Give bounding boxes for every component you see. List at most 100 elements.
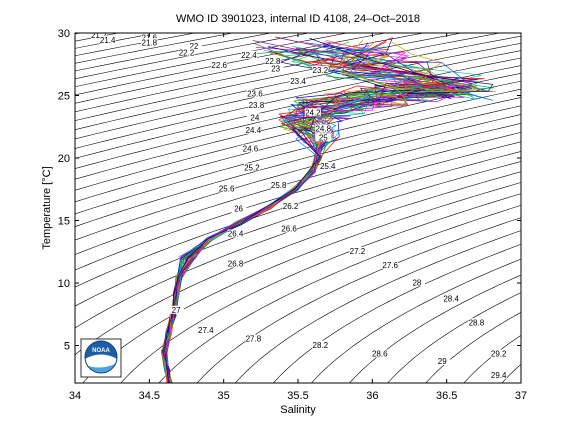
isopycnal-line xyxy=(75,97,521,215)
x-tick-label: 35.5 xyxy=(287,390,308,402)
isopycnal-label: 23 xyxy=(271,65,280,74)
isopycnal-label-bg xyxy=(312,340,329,349)
y-tick-label: 5 xyxy=(64,341,70,353)
isopycnal-line xyxy=(196,217,521,383)
y-tick-label: 10 xyxy=(58,278,70,290)
isopycnal-label-bg xyxy=(490,349,507,358)
isopycnal-line xyxy=(75,122,521,255)
isopycnal-line xyxy=(272,243,521,383)
y-axis: 5 10 15 20 25 30 xyxy=(58,28,521,353)
y-axis-label: Temperature [°C] xyxy=(41,166,53,249)
isopycnal-label: 23.6 xyxy=(247,90,263,99)
isopycnal-label-bg xyxy=(270,180,287,189)
isopycnal-line xyxy=(75,50,521,149)
isopycnal-label-bg xyxy=(185,42,202,50)
isopycnal-label: 28.4 xyxy=(443,295,459,304)
isopycnal-label: 22.8 xyxy=(265,57,281,66)
isopycnal-label: 23.8 xyxy=(249,101,265,110)
isopycnal-label-bg xyxy=(99,35,116,44)
isopycnal-label-bg xyxy=(218,184,235,193)
isopycnal-label-bg xyxy=(141,33,158,42)
isopycnal-label: 28 xyxy=(412,278,421,287)
x-tick-label: 36 xyxy=(366,390,378,402)
isopycnal-line xyxy=(425,311,521,383)
isopycnal-label-bg xyxy=(211,60,228,69)
x-axis-label: Salinity xyxy=(280,404,316,416)
isopycnal-label-bg xyxy=(178,48,195,57)
isopycnal-line xyxy=(75,57,521,159)
isopycnal-label-bg xyxy=(304,108,321,117)
isopycnal-label-bg xyxy=(248,100,265,109)
isopycnal-label-bg xyxy=(230,204,247,213)
isopycnal-label: 27.4 xyxy=(198,326,214,335)
isopycnal-line xyxy=(387,292,521,383)
isopycnal-label: 22.4 xyxy=(241,51,257,60)
isopycnal-label: 27.8 xyxy=(246,335,262,344)
isopycnal-label-bg xyxy=(434,357,451,365)
isopycnal-line xyxy=(311,258,521,383)
noaa-logo-text: NOAA xyxy=(92,348,110,354)
isopycnal-label-bg xyxy=(315,133,332,142)
isopycnal-label: 24.6 xyxy=(243,145,259,154)
x-tick-label: 35 xyxy=(218,390,230,402)
isopycnal-line xyxy=(75,35,521,130)
isopycnal-line xyxy=(75,105,521,227)
isopycnal-label-bg xyxy=(371,349,388,358)
isopycnal-line xyxy=(75,33,387,96)
isopycnal-label: 21.6 xyxy=(142,33,158,42)
isopycnal-label: 25.2 xyxy=(244,163,260,172)
isopycnal-label: 27.6 xyxy=(382,261,398,270)
isopycnal-label: 22.2 xyxy=(179,48,195,57)
isopycnal-label: 23.4 xyxy=(290,77,306,86)
x-tick-label: 36.5 xyxy=(436,390,457,402)
isopycnal-label-bg xyxy=(242,144,259,153)
y-tick-label: 25 xyxy=(58,91,70,103)
isopycnal-label: 25.6 xyxy=(219,185,235,194)
isopycnal-label-bg xyxy=(490,370,507,379)
isopycnal-label-bg xyxy=(227,229,244,238)
isopycnal-label-bg xyxy=(90,33,107,39)
y-tick-label: 30 xyxy=(58,28,70,40)
isopycnal-label: 25.4 xyxy=(320,162,336,171)
isopycnal-label: 24.8 xyxy=(315,125,331,134)
isopycnal-label-bg xyxy=(245,125,262,134)
isopycnal-label: 26 xyxy=(234,205,243,214)
x-axis: 34 34.5 35 35.5 36 36.5 37 xyxy=(69,33,527,402)
isopycnal-label: 26.6 xyxy=(281,225,297,234)
isopycnal-label: 27.2 xyxy=(350,247,366,256)
y-tick-label: 15 xyxy=(58,216,70,228)
isopycnal-label-bg xyxy=(468,318,485,327)
isopycnal-label-bg xyxy=(264,57,281,65)
isopycnal-label-bg xyxy=(312,65,329,74)
isopycnal-label-bg xyxy=(282,202,299,210)
isopycnal-line xyxy=(75,114,521,241)
noaa-logo: NOAA xyxy=(80,338,122,378)
isopycnal-label: 26.2 xyxy=(283,202,299,211)
isopycnal-label: 23.2 xyxy=(313,66,329,75)
isopycnal-line xyxy=(75,161,521,329)
isopycnal-label-bg xyxy=(290,77,306,85)
isopycnal-label: 24.2 xyxy=(305,108,321,117)
isopycnal-label-bg xyxy=(408,278,425,287)
isopycnal-line xyxy=(158,205,521,383)
isopycnal-line xyxy=(120,193,521,383)
isopycnal-label: 27 xyxy=(172,306,181,315)
isopycnal-label: 22 xyxy=(189,42,198,51)
isopycnal-label: 25.8 xyxy=(271,181,287,190)
isopycnal-line xyxy=(75,33,464,113)
isopycnal-label: 29.4 xyxy=(491,371,507,380)
x-tick-label: 34.5 xyxy=(139,390,160,402)
isopycnal-label-bg xyxy=(168,305,185,314)
isopycnal-lines xyxy=(75,33,521,383)
isopycnal-label-bg xyxy=(246,89,263,98)
isopycnal-line xyxy=(75,80,521,191)
isopycnal-label: 28.6 xyxy=(372,350,388,359)
isopycnal-label: 21.2 xyxy=(91,31,107,40)
isopycnal-label-bg xyxy=(349,247,366,255)
isopycnal-label-bg xyxy=(281,224,298,233)
isopycnal-label-bg xyxy=(443,294,460,303)
isopycnal-line xyxy=(75,42,521,140)
x-tick-label: 34 xyxy=(69,390,81,402)
isopycnal-label: 24.4 xyxy=(246,126,262,135)
isopycnal-label-bg xyxy=(246,113,263,122)
